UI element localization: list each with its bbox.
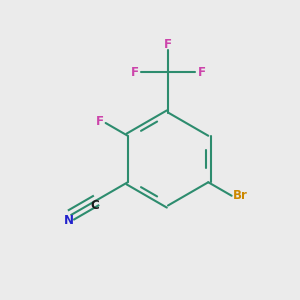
- Text: N: N: [64, 214, 74, 227]
- Text: C: C: [91, 199, 99, 212]
- Text: Br: Br: [233, 189, 248, 202]
- Text: F: F: [96, 115, 104, 128]
- Text: F: F: [130, 65, 138, 79]
- Text: F: F: [198, 65, 206, 79]
- Text: F: F: [164, 38, 172, 51]
